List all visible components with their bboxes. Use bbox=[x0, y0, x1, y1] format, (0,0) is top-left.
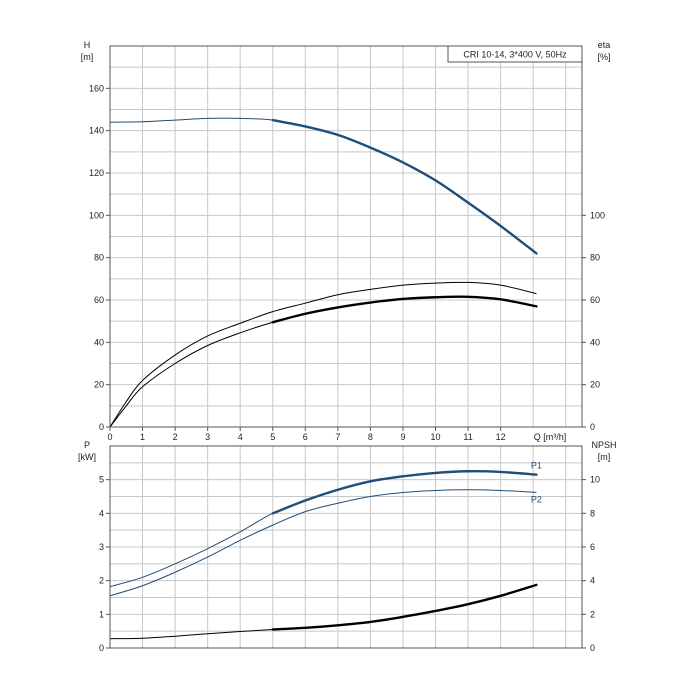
left-tick-label: 40 bbox=[94, 337, 104, 347]
right-tick-label: 10 bbox=[590, 475, 600, 485]
left-tick-label: 160 bbox=[89, 83, 104, 93]
left-tick-label: 3 bbox=[99, 542, 104, 552]
x-tick-label: 7 bbox=[335, 432, 340, 442]
x-tick-label: 0 bbox=[107, 432, 112, 442]
right-tick-label: 0 bbox=[590, 422, 595, 432]
series-label: P2 bbox=[531, 494, 542, 504]
left-axis-unit: [m] bbox=[81, 52, 94, 62]
x-tick-label: 11 bbox=[463, 432, 472, 442]
axes-layer bbox=[106, 45, 586, 649]
right-tick-label: 6 bbox=[590, 542, 595, 552]
right-tick-label: 2 bbox=[590, 609, 595, 619]
left-axis-unit: [kW] bbox=[78, 452, 96, 462]
right-axis-unit: [m] bbox=[598, 452, 611, 462]
text-layer: 020406080100120140160020406080100H[m]eta… bbox=[78, 40, 617, 653]
series-line bbox=[109, 117, 537, 254]
series-line bbox=[109, 281, 537, 428]
right-tick-label: 60 bbox=[590, 295, 600, 305]
series-line-operating-range bbox=[271, 118, 538, 255]
series-line bbox=[109, 584, 537, 640]
legend-box bbox=[447, 45, 583, 63]
series-layer bbox=[109, 117, 538, 640]
right-tick-label: 40 bbox=[590, 337, 600, 347]
right-tick-label: 0 bbox=[590, 643, 595, 653]
left-tick-label: 0 bbox=[99, 643, 104, 653]
grid-layer bbox=[110, 46, 582, 648]
series-line bbox=[109, 489, 537, 597]
series-line-operating-range bbox=[271, 470, 538, 515]
left-tick-label: 60 bbox=[94, 295, 104, 305]
right-axis-title: eta bbox=[598, 40, 611, 50]
left-axis-title: H bbox=[84, 40, 91, 50]
x-tick-label: 5 bbox=[270, 432, 275, 442]
series-line bbox=[109, 296, 537, 428]
right-axis-unit: [%] bbox=[597, 52, 610, 62]
left-tick-label: 140 bbox=[89, 126, 104, 136]
x-tick-label: 8 bbox=[368, 432, 373, 442]
x-tick-label: 4 bbox=[238, 432, 243, 442]
left-tick-label: 4 bbox=[99, 508, 104, 518]
left-tick-label: 100 bbox=[89, 210, 104, 220]
x-tick-label: 10 bbox=[431, 432, 441, 442]
right-tick-label: 8 bbox=[590, 508, 595, 518]
x-tick-label: 9 bbox=[400, 432, 405, 442]
legend-text: CRI 10-14, 3*400 V, 50Hz bbox=[463, 50, 567, 60]
left-tick-label: 120 bbox=[89, 168, 104, 178]
right-tick-label: 100 bbox=[590, 210, 605, 220]
left-axis-title: P bbox=[84, 440, 90, 450]
left-tick-label: 1 bbox=[99, 609, 104, 619]
series-line-operating-range bbox=[271, 583, 538, 631]
left-tick-label: 80 bbox=[94, 253, 104, 263]
right-tick-label: 4 bbox=[590, 576, 595, 586]
left-tick-label: 2 bbox=[99, 576, 104, 586]
x-tick-label: 2 bbox=[173, 432, 178, 442]
series-label: P1 bbox=[531, 461, 542, 471]
x-tick-label: 1 bbox=[140, 432, 145, 442]
right-tick-label: 80 bbox=[590, 253, 600, 263]
left-tick-label: 5 bbox=[99, 475, 104, 485]
series-line bbox=[109, 470, 537, 588]
x-tick-label: 3 bbox=[205, 432, 210, 442]
right-tick-label: 20 bbox=[590, 380, 600, 390]
x-tick-label: 6 bbox=[303, 432, 308, 442]
series-line-operating-range bbox=[271, 295, 538, 324]
x-axis-label: Q [m³/h] bbox=[534, 432, 567, 442]
left-tick-label: 0 bbox=[99, 422, 104, 432]
right-axis-title: NPSH bbox=[591, 440, 616, 450]
plot-frame bbox=[109, 45, 583, 428]
left-tick-label: 20 bbox=[94, 380, 104, 390]
x-tick-label: 12 bbox=[496, 432, 506, 442]
